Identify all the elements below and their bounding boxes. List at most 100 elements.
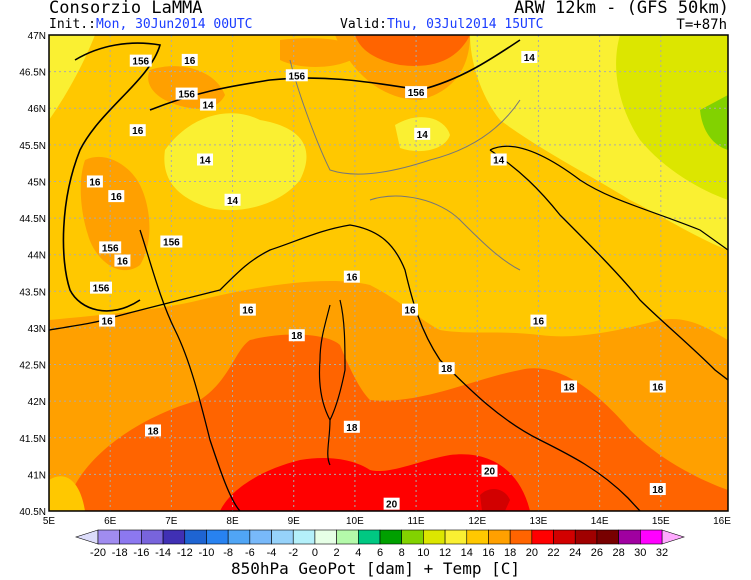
contour-label: 20 [386,500,398,511]
contour-label-box [561,380,578,393]
colorbar-label: 2 [334,547,340,559]
colorbar-swatch [336,529,359,545]
colorbar-swatch [249,529,272,545]
valid-time: Valid:Thu, 03Jul2014 15UTC [340,17,544,32]
colorbar-swatch [97,529,120,545]
contour-label: 156 [178,90,195,101]
croatia-coast [489,145,728,251]
contour-label: 18 [652,485,664,496]
corsica-sardinia-coast [318,304,331,466]
lat-tick-label: 45.5N [19,141,46,152]
contour-label-box [383,497,400,510]
colorbar-label: 16 [482,547,494,559]
lat-tick-label: 42.5N [19,361,46,372]
contour-label-box [521,50,538,63]
colorbar-label: 22 [547,547,559,559]
colorbar-label: -4 [267,547,277,559]
contour-label-box [239,303,256,316]
colorbar-label: -20 [90,547,106,559]
lon-tick-label: 16E [713,516,731,527]
temp-band-18-20 [148,66,225,109]
lat-tick-label: 41N [28,470,46,481]
colorbar-label: 0 [312,547,318,559]
contour-label-box [343,420,360,433]
temp-band-12-14 [616,35,728,200]
colorbar-label: -6 [245,547,255,559]
colorbar-swatch [509,529,533,545]
colorbar-label: -10 [199,547,215,559]
contour-label: 156 [102,243,119,254]
contour-label-box [108,190,125,203]
contour-label: 14 [199,155,211,166]
colorbar-swatch [401,529,424,545]
init-time: Init.:Mon, 30Jun2014 00UTC [49,17,253,32]
contour-label-box [145,424,162,437]
colorbar-label: 24 [569,547,581,559]
contour-label: 156 [163,238,180,249]
italy-west-coast [49,224,641,511]
contour-label-box [438,362,455,375]
colorbar-label: 14 [461,547,473,559]
contour-label: 156 [288,71,305,82]
colorbar-swatch [596,529,619,545]
contour-label-box [649,483,666,496]
contour-label: 18 [346,423,358,434]
colorbar-label: 18 [504,547,516,559]
lat-tick-label: 46N [28,104,46,115]
colorbar-label: 32 [656,547,668,559]
contour-label-box [129,124,146,137]
region-border [369,195,521,271]
colorbar-swatch [227,529,251,545]
temp-band-20-22 [60,334,728,511]
lon-tick-label: 11E [408,516,425,527]
contour-label-box [649,380,666,393]
contour-label-box [224,193,241,206]
latitude-axis: 47N 46.5N 46N 45.5N 45N 44.5N 44N 43.5N 43N 42.5N… [19,31,46,518]
contour-label-box [160,235,183,248]
colorbar-swatch [206,529,229,545]
lon-tick-label: 10E [346,516,364,527]
temp-band-24-26 [480,488,510,511]
colorbar-swatch [162,529,186,545]
colorbar-label: -12 [177,547,193,559]
lat-tick-label: 43N [28,324,46,335]
lat-tick-label: 42N [28,397,46,408]
contour-label: 16 [117,257,129,268]
contour-label-box [181,53,198,66]
contour-label: 156 [408,88,425,99]
init-value: Mon, 30Jun2014 00UTC [95,17,253,32]
colorbar-swatch [531,529,554,545]
contour-label: 156 [93,284,110,295]
colorbar-swatch [466,529,489,545]
lon-tick-label: 14E [591,516,609,527]
temp-band-14-16 [49,35,95,120]
colorbar-swatch [618,529,641,545]
contour-label: 16 [652,383,664,394]
contour-label: 14 [417,130,429,141]
temp-band-20-22 [355,35,470,66]
lon-tick-label: 12E [468,516,486,527]
contour-label: 14 [227,196,239,207]
contour-label-box [200,98,217,111]
org-title: Consorzio LaMMA [49,0,203,18]
init-label: Init.: [49,17,96,32]
colorbar-swatch [292,529,316,545]
colorbar-label: -8 [223,547,233,559]
contour-label-box [90,281,113,294]
colorbar-label: 12 [439,547,451,559]
colorbar-label: -2 [288,547,298,559]
contour-label-box [481,464,498,477]
colorbar-swatch [358,529,381,545]
contour-label-box [285,69,308,82]
colorbar-label: -14 [155,547,171,559]
contour-label-box [99,314,116,327]
colorbar-swatch [119,529,142,545]
contour-label: 14 [203,101,215,112]
colorbar-label: 26 [591,547,603,559]
temp-band-10-12 [700,95,728,150]
contour-labels: 156 16 156 14 156 156 14 16 14 14 14 16 16 14 156 156 16… [86,50,666,511]
contour-label-box [129,54,152,67]
contour-label: 16 [346,273,358,284]
lon-tick-label: 13E [530,516,548,527]
colorbar-swatch [271,529,294,545]
